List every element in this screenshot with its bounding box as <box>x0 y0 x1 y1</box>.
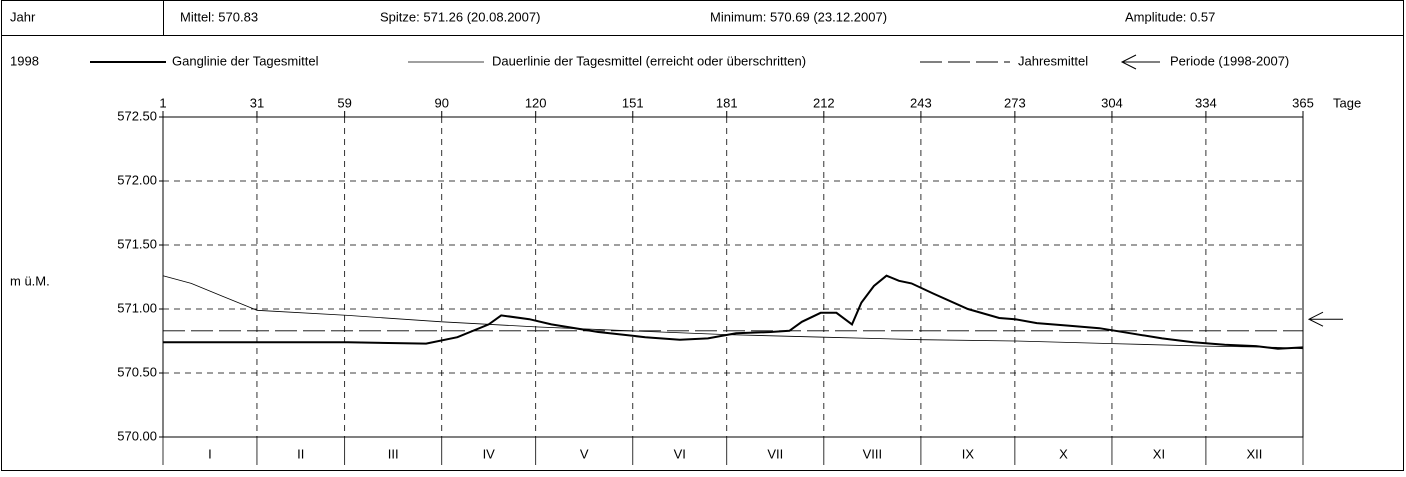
year: 1998 <box>10 53 39 68</box>
month-label: IV <box>483 446 496 461</box>
x-tick-label: 273 <box>1004 95 1026 110</box>
month-label: I <box>208 446 212 461</box>
x-tick-label: 365 <box>1292 95 1314 110</box>
series-line <box>162 275 1304 350</box>
legend-label: Periode (1998-2007) <box>1170 53 1289 68</box>
legend-label: Dauerlinie der Tagesmittel (erreicht ode… <box>492 53 806 68</box>
x-tick-label: 212 <box>813 95 835 110</box>
y-tick-label: 572.50 <box>117 108 157 123</box>
legend-label: Ganglinie der Tagesmittel <box>172 53 319 68</box>
header-amplitude: Amplitude: 0.57 <box>1125 9 1215 24</box>
x-tick-label: 120 <box>525 95 547 110</box>
header-minimum: Minimum: 570.69 (23.12.2007) <box>710 9 887 24</box>
y-tick-label: 572.00 <box>117 172 157 187</box>
x-tick-label: 304 <box>1101 95 1123 110</box>
legend-swatch <box>1120 54 1160 70</box>
x-tick-label: 90 <box>435 95 449 110</box>
month-label: X <box>1059 446 1068 461</box>
month-label: V <box>580 446 589 461</box>
y-tick-label: 571.50 <box>117 236 157 251</box>
month-label: IX <box>962 446 975 461</box>
x-tick-label: 181 <box>716 95 738 110</box>
header-year-label: Jahr <box>10 9 36 24</box>
y-tick-label: 570.00 <box>117 428 157 443</box>
x-tick-label: 31 <box>250 95 264 110</box>
x-tick-label: 59 <box>337 95 351 110</box>
header-mean: Mittel: 570.83 <box>180 9 258 24</box>
header-peak: Spitze: 571.26 (20.08.2007) <box>380 9 540 24</box>
series-line <box>163 274 1304 350</box>
month-label: VII <box>767 446 783 461</box>
month-label: VI <box>674 446 686 461</box>
month-label: II <box>297 446 304 461</box>
month-label: III <box>388 446 399 461</box>
x-tick-label: 1 <box>159 95 166 110</box>
month-label: XI <box>1153 446 1165 461</box>
month-label: VIII <box>863 446 883 461</box>
plot-frame <box>162 116 1304 438</box>
x-axis-label: Tage <box>1333 95 1361 110</box>
y-tick-label: 571.00 <box>117 300 157 315</box>
y-axis-label: m ü.M. <box>10 273 50 288</box>
period-marker <box>1307 311 1343 327</box>
x-tick-label: 243 <box>910 95 932 110</box>
legend-label: Jahresmittel <box>1018 53 1088 68</box>
x-tick-label: 334 <box>1195 95 1217 110</box>
month-label: XII <box>1247 446 1263 461</box>
x-tick-label: 151 <box>622 95 644 110</box>
y-tick-label: 570.50 <box>117 364 157 379</box>
